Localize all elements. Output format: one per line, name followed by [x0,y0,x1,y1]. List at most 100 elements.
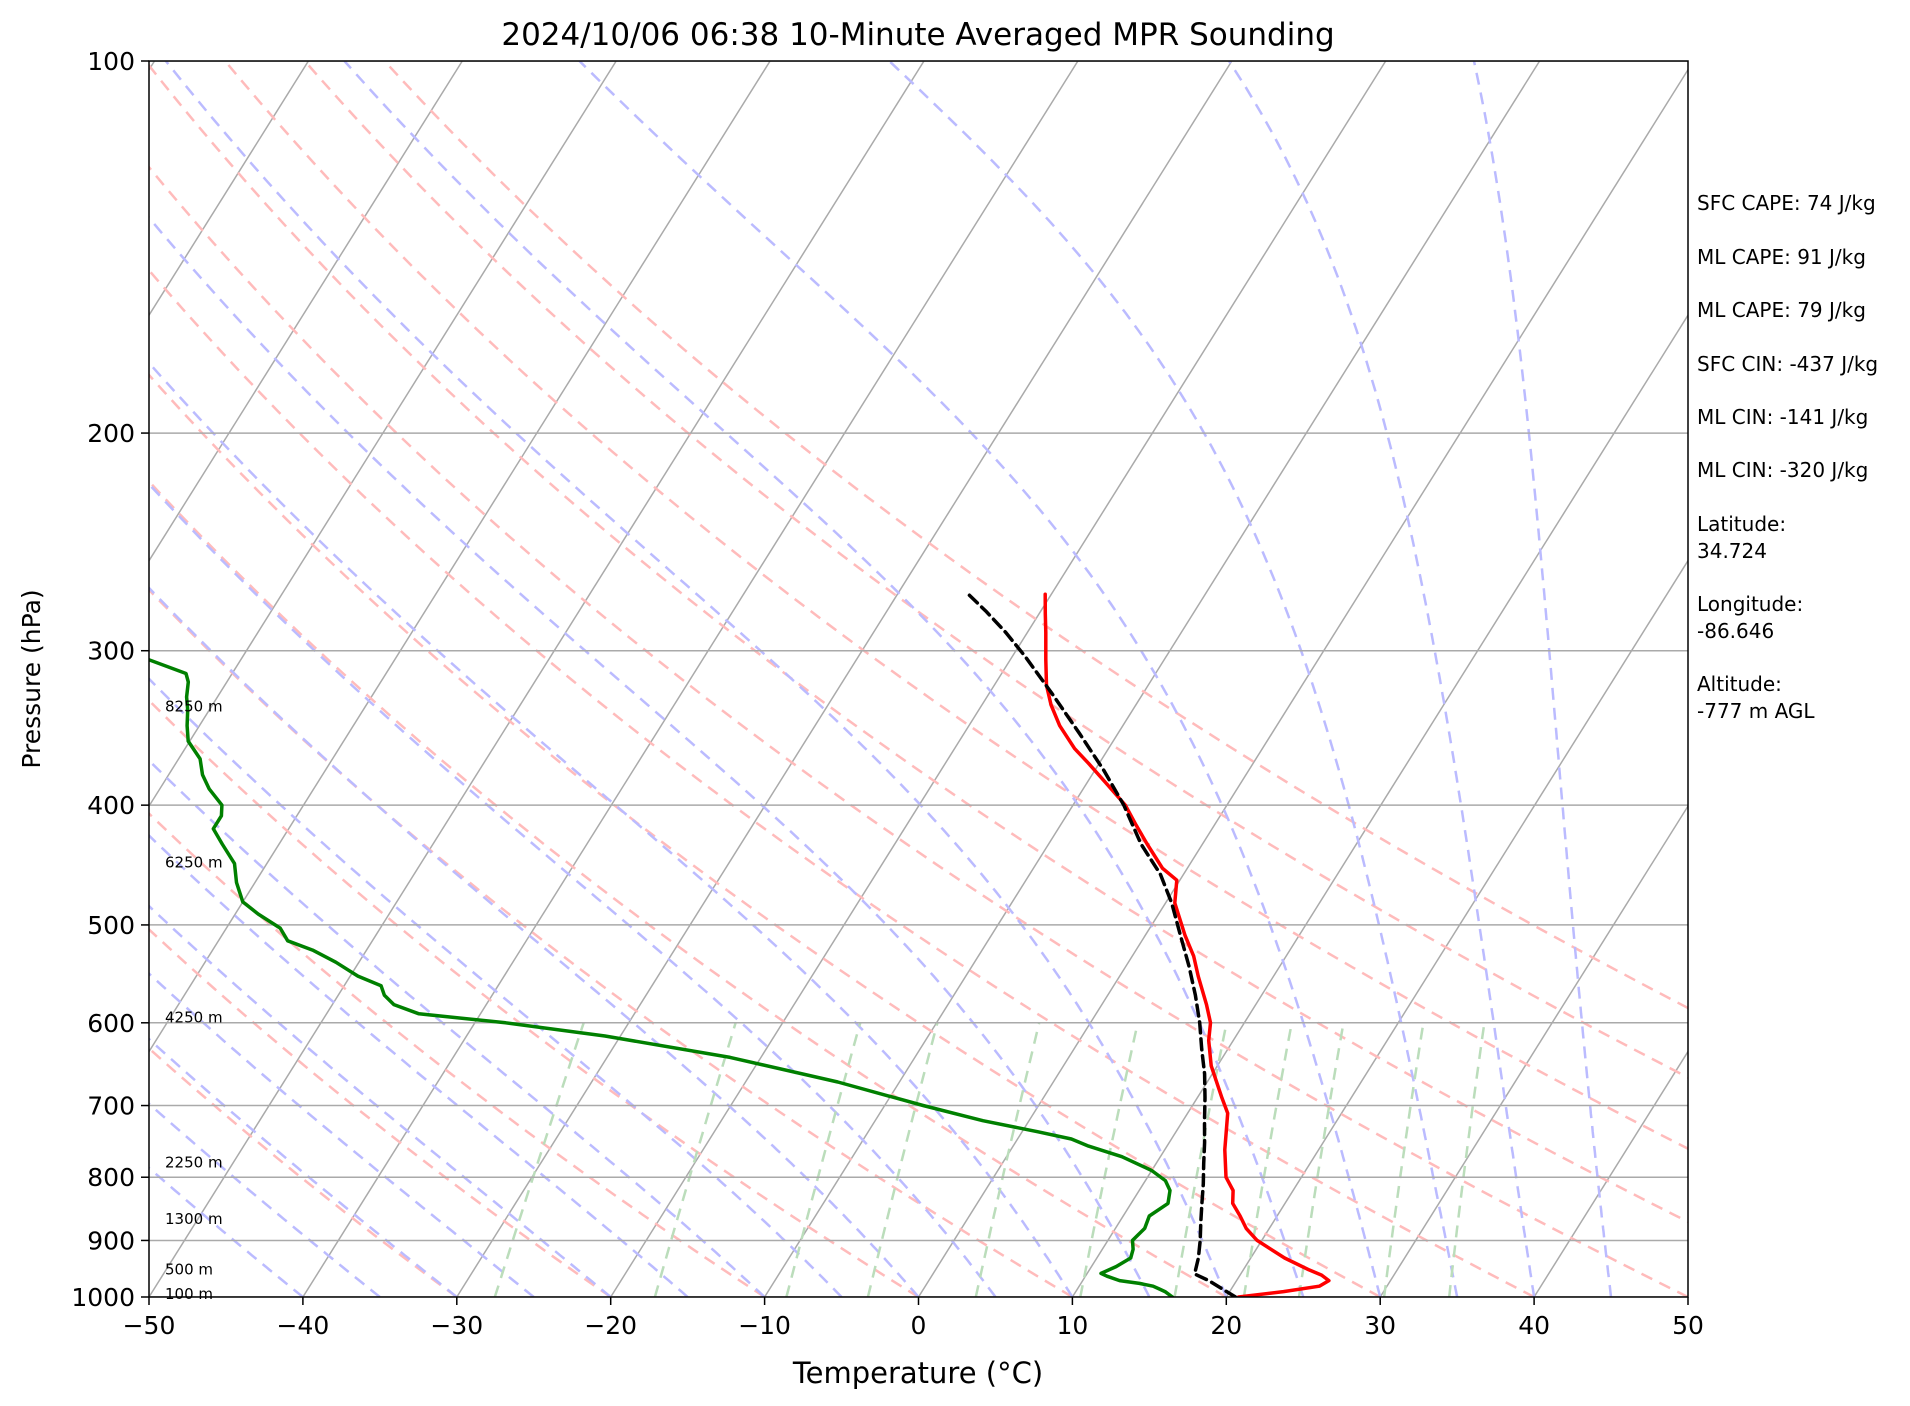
isotherm-line [1533,1050,1688,1297]
isotherm-line [763,61,1541,1297]
height-label: 100 m [165,1285,213,1303]
isotherm-line [1379,804,1688,1297]
y-tick-label: 600 [87,1009,135,1038]
info-sfc-cin: SFC CIN: -437 J/kg [1697,352,1878,376]
x-tick-label: 40 [1518,1311,1550,1340]
dry-adiabat-line [149,588,1074,1297]
x-tick-label: −10 [738,1311,791,1340]
info-ml-cape-1: ML CAPE: 91 J/kg [1697,245,1866,269]
y-tick-label: 900 [87,1226,135,1255]
isotherm-line [149,61,617,808]
info-panel: SFC CAPE: 74 J/kg ML CAPE: 91 J/kg ML CA… [1697,191,1878,723]
isotherm-line [302,61,1079,1297]
y-tick-label: 200 [87,419,135,448]
moist-adiabat-line [164,61,1228,1297]
mixing-ratio-line [1447,1022,1486,1297]
info-ml-cin-2: ML CIN: -320 J/kg [1697,458,1868,482]
moist-adiabat-line [578,61,1382,1297]
y-tick-label: 800 [87,1163,135,1192]
height-labels: 100 m 500 m 1300 m 2250 m 4250 m 6250 m 8250 m [165,698,223,1303]
isotherm-line [1071,313,1688,1297]
mixing-ratio-line [1382,1022,1425,1297]
x-tick-label: −20 [584,1311,637,1340]
info-latitude-label: Latitude: [1697,512,1786,536]
moist-adiabat-line [888,61,1459,1297]
x-tick-label: −30 [430,1311,483,1340]
mixing-ratio-line [493,1022,585,1297]
isotherm-lines [149,61,1688,1297]
moist-adiabat-line [149,586,920,1297]
chart-title: 2024/10/06 06:38 10-Minute Averaged MPR … [501,17,1334,53]
info-altitude-label: Altitude: [1697,672,1782,696]
info-sfc-cape: SFC CAPE: 74 J/kg [1697,191,1876,215]
dry-adiabat-line [224,61,1688,1151]
plot-area [149,61,1688,1297]
moist-adiabat-line [149,758,766,1297]
info-latitude-value: 34.724 [1697,539,1767,563]
mixing-ratio-line [974,1022,1041,1297]
moist-adiabat-line [149,215,1151,1297]
height-label: 6250 m [165,853,223,871]
isotherm-line [1225,559,1688,1297]
dry-adiabat-line [383,61,1688,1010]
x-tick-label: 20 [1210,1311,1242,1340]
mixing-ratio-line [1173,1022,1228,1297]
moist-adiabat-lines [149,61,1613,1297]
mixing-ratio-line [785,1022,862,1297]
moist-adiabat-line [1472,61,1613,1297]
isotherm-line [610,61,1387,1297]
moist-adiabat-line [149,361,1074,1297]
info-ml-cape-2: ML CAPE: 79 J/kg [1697,298,1866,322]
y-tick-label: 400 [87,791,135,820]
x-tick-label: 50 [1672,1311,1704,1340]
y-tick-label: 500 [87,911,135,940]
pressure-grid-lines [149,61,1688,1297]
isotherm-line [917,68,1688,1297]
y-tick-label: 100 [87,47,135,76]
moist-adiabat-line [149,833,689,1297]
info-longitude-value: -86.646 [1697,619,1774,643]
dry-adiabat-line [149,1046,458,1297]
isotherm-line [456,61,1233,1297]
isotherm-line [149,61,771,1053]
height-label: 500 m [165,1261,213,1279]
mixing-ratio-line [866,1022,939,1297]
isotherm-line [149,61,925,1297]
moist-adiabat-line [343,61,1305,1297]
mixing-ratio-line [1297,1022,1345,1297]
mixing-ratio-line [1242,1022,1294,1297]
y-tick-label: 700 [87,1092,135,1121]
info-altitude-value: -777 m AGL [1697,699,1815,723]
x-tick-label: 10 [1056,1311,1088,1340]
y-tick-label: 1000 [71,1283,135,1312]
x-tick-label: −50 [123,1311,176,1340]
dry-adiabat-line [149,165,1688,1297]
sounding-series [149,592,1331,1297]
isotherm-line [149,61,310,317]
x-tick-label: −40 [277,1311,330,1340]
mixing-ratio-lines [493,1022,1486,1297]
parcel-profile-series-line [966,592,1238,1297]
y-tick-label: 300 [87,637,135,666]
dry-adiabat-line [149,268,1535,1297]
moist-adiabat-line [1227,61,1536,1297]
x-tick-label: 30 [1364,1311,1396,1340]
height-label: 2250 m [165,1153,223,1171]
height-label: 1300 m [165,1210,223,1228]
mixing-ratio-line [653,1022,737,1297]
y-axis-ticks: 100 200 300 400 500 600 700 800 900 1000 [71,47,149,1312]
info-longitude-label: Longitude: [1697,592,1803,616]
dry-adiabat-line [149,927,612,1297]
dewpoint-series-line [149,657,1175,1297]
height-label: 4250 m [165,1008,223,1026]
x-axis-ticks: −50 −40 −30 −20 −10 0 10 20 30 40 50 [123,1297,1704,1340]
y-axis-label: Pressure (hPa) [17,589,46,768]
info-ml-cin-1: ML CIN: -141 J/kg [1697,405,1868,429]
x-axis-label: Temperature (°C) [792,1356,1043,1390]
isotherm-line [149,61,463,563]
height-label: 8250 m [165,698,223,716]
x-tick-label: 0 [911,1311,927,1340]
dry-adiabat-line [149,698,920,1297]
